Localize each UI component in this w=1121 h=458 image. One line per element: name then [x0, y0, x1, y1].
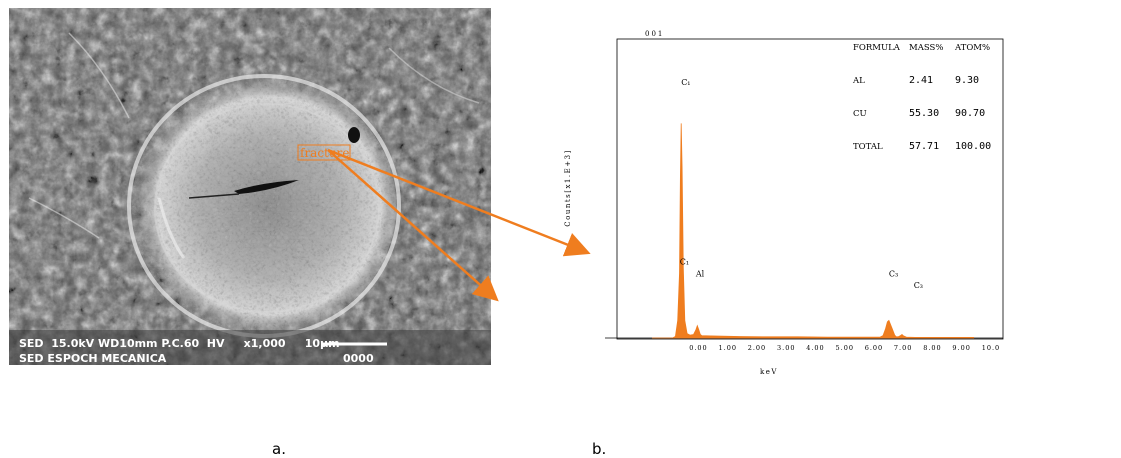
x-tick-label: 6.00: [865, 344, 883, 352]
sem-footer-code: 0000: [343, 352, 374, 365]
peak-label: C₃: [914, 281, 923, 290]
sem-footer-line1: SED 15.0kV WD10mm P.C.60 HV x1,000 10µm: [19, 337, 340, 350]
table-cell: 90.70: [955, 108, 985, 119]
y-axis-label: Counts[x1.E+3]: [564, 149, 572, 227]
header-code: 001: [645, 30, 664, 38]
x-tick-label: 7.00: [894, 344, 912, 352]
table-cell: 2.41: [909, 75, 933, 86]
x-tick-label: 8.00: [923, 344, 941, 352]
table-cell: TOTAL: [853, 142, 883, 152]
table-cell: 100.00: [955, 141, 991, 152]
table-cell: 9.30: [955, 75, 979, 86]
x-axis-label: keV: [760, 368, 778, 376]
fracture-label: fracture: [300, 146, 349, 160]
table-cell: 55.30: [909, 108, 939, 119]
x-tick-label: 3.00: [777, 344, 795, 352]
x-tick-label: 9.00: [952, 344, 970, 352]
table-header: MASS%: [909, 43, 943, 53]
peak-label: C₁: [680, 258, 689, 267]
sem-micrograph: SED 15.0kV WD10mm P.C.60 HV x1,000 10µm …: [9, 8, 491, 365]
x-tick-label: 0.00: [689, 344, 707, 352]
table-header: FORMULA: [853, 43, 901, 53]
x-tick-label: 2.00: [748, 344, 766, 352]
peak-label: C₁: [681, 78, 690, 87]
composition-table: FORMULA MASS% ATOM% AL 2.41 9.30 CU 55.30 90.70 T…: [852, 43, 991, 152]
table-cell: 57.71: [909, 141, 939, 152]
eds-spectrum: 001 Counts[x1.E+3] keV FORMULA MASS% ATOM%…: [560, 28, 1121, 388]
sem-footer-line2: SED ESPOCH MECANICA: [19, 352, 167, 365]
table-cell: AL: [852, 76, 865, 86]
caption-b: b.: [592, 440, 607, 458]
spectrum-area: [652, 123, 975, 339]
peak-label: Al: [695, 269, 705, 278]
peak-label: C₃: [889, 269, 898, 278]
table-cell: CU: [853, 109, 867, 119]
spectrum-plot: 0.00 1.00 2.00 3.00 4.00 5.00 6.00 7.00 8.00 9.00…: [605, 78, 1003, 352]
x-tick-label: 4.00: [806, 344, 824, 352]
x-tick-label: 10.0: [982, 344, 1000, 352]
plot-frame: [616, 38, 1004, 340]
sem-image: SED 15.0kV WD10mm P.C.60 HV x1,000 10µm …: [9, 8, 491, 365]
x-tick-label: 1.00: [719, 344, 737, 352]
x-tick-label: 5.00: [836, 344, 854, 352]
table-header: ATOM%: [954, 43, 990, 53]
caption-a: a.: [272, 440, 286, 458]
eds-chart: 001 Counts[x1.E+3] keV FORMULA MASS% ATOM%…: [564, 30, 1004, 376]
